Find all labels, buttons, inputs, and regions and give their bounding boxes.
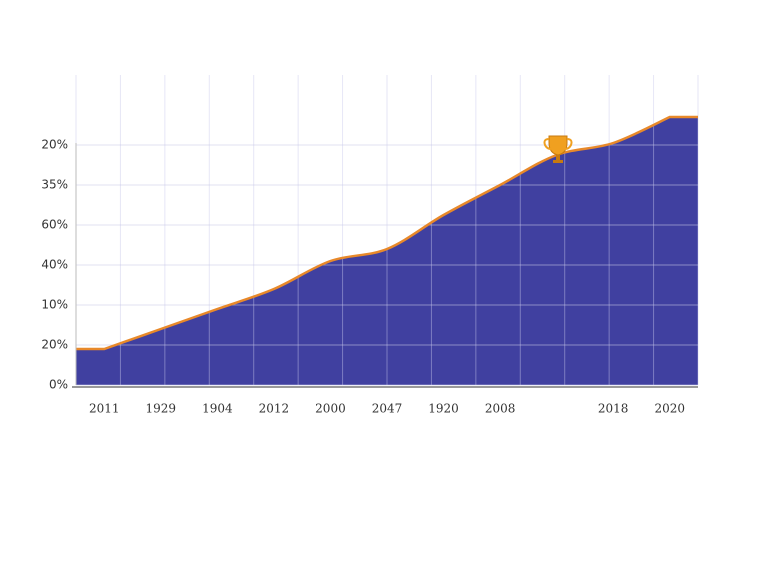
x-tick-label: 1920 — [428, 402, 459, 416]
x-tick-label: 1904 — [202, 402, 233, 416]
x-tick-label: 2020 — [654, 402, 685, 416]
y-tick-label: 20% — [41, 138, 68, 152]
x-tick-label: 1929 — [146, 402, 177, 416]
trophy-icon — [543, 135, 573, 163]
y-tick-label: 0% — [49, 378, 68, 392]
y-tick-label: 40% — [41, 258, 68, 272]
x-tick-label: 2008 — [485, 402, 516, 416]
y-tick-label: 35% — [41, 178, 68, 192]
x-tick-label: 2012 — [259, 402, 290, 416]
area — [76, 117, 698, 385]
x-tick-label: 2011 — [89, 402, 120, 416]
x-tick-label: 2018 — [598, 402, 629, 416]
x-tick-label: 2000 — [315, 402, 346, 416]
y-tick-label: 60% — [41, 218, 68, 232]
x-tick-label: 2047 — [372, 402, 403, 416]
line — [76, 115, 698, 351]
y-tick-label: 20% — [41, 338, 68, 352]
y-tick-label: 10% — [41, 298, 68, 312]
